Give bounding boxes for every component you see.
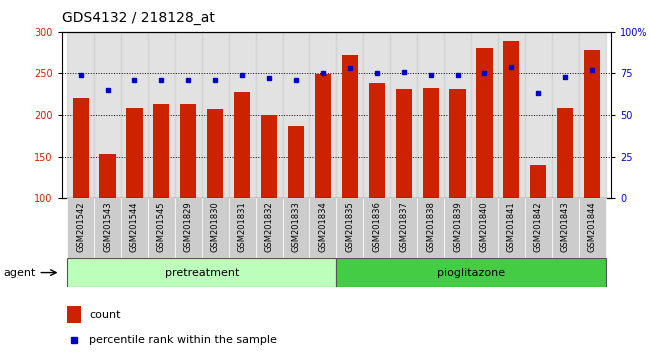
FancyBboxPatch shape	[525, 198, 552, 258]
Bar	[449, 89, 465, 198]
Bar	[337, 32, 363, 198]
Text: GSM201838: GSM201838	[426, 201, 435, 252]
Text: agent: agent	[3, 268, 36, 278]
Bar	[315, 74, 331, 198]
FancyBboxPatch shape	[552, 198, 578, 258]
Bar	[444, 32, 471, 198]
Text: GSM201835: GSM201835	[345, 201, 354, 252]
Bar	[578, 32, 606, 198]
Text: GSM201834: GSM201834	[318, 201, 328, 252]
Bar	[525, 32, 552, 198]
FancyBboxPatch shape	[309, 198, 337, 258]
Bar	[309, 32, 337, 198]
Bar	[342, 55, 358, 198]
Bar	[180, 104, 196, 198]
Text: GDS4132 / 218128_at: GDS4132 / 218128_at	[62, 11, 214, 25]
Text: GSM201832: GSM201832	[265, 201, 274, 252]
Bar	[153, 104, 170, 198]
Text: GSM201830: GSM201830	[211, 201, 220, 252]
Bar	[530, 165, 547, 198]
Bar	[283, 32, 309, 198]
FancyBboxPatch shape	[94, 198, 121, 258]
FancyBboxPatch shape	[363, 198, 390, 258]
Bar	[67, 32, 94, 198]
Bar	[390, 32, 417, 198]
Text: GSM201842: GSM201842	[534, 201, 543, 252]
FancyBboxPatch shape	[175, 198, 202, 258]
Bar	[288, 126, 304, 198]
FancyBboxPatch shape	[283, 198, 309, 258]
Text: GSM201836: GSM201836	[372, 201, 382, 252]
Text: GSM201840: GSM201840	[480, 201, 489, 252]
FancyBboxPatch shape	[67, 198, 94, 258]
Bar	[552, 32, 578, 198]
Bar	[94, 32, 121, 198]
Text: pioglitazone: pioglitazone	[437, 268, 505, 278]
Bar	[557, 108, 573, 198]
Bar	[99, 154, 116, 198]
Bar	[126, 108, 142, 198]
Bar	[148, 32, 175, 198]
Bar	[255, 32, 283, 198]
FancyBboxPatch shape	[444, 198, 471, 258]
Text: GSM201544: GSM201544	[130, 201, 139, 252]
Bar	[207, 109, 224, 198]
Bar	[369, 84, 385, 198]
FancyBboxPatch shape	[67, 258, 337, 287]
Bar	[229, 32, 255, 198]
Bar	[73, 98, 88, 198]
Bar	[67, 306, 81, 323]
Bar	[498, 32, 525, 198]
Bar	[202, 32, 229, 198]
Bar	[261, 115, 277, 198]
Text: GSM201543: GSM201543	[103, 201, 112, 252]
Text: GSM201829: GSM201829	[184, 201, 193, 252]
Text: GSM201542: GSM201542	[76, 201, 85, 252]
FancyBboxPatch shape	[471, 198, 498, 258]
Text: percentile rank within the sample: percentile rank within the sample	[89, 335, 277, 344]
Bar	[396, 89, 411, 198]
FancyBboxPatch shape	[390, 198, 417, 258]
Text: GSM201831: GSM201831	[238, 201, 246, 252]
FancyBboxPatch shape	[337, 198, 363, 258]
Bar	[476, 48, 493, 198]
FancyBboxPatch shape	[229, 198, 255, 258]
FancyBboxPatch shape	[255, 198, 283, 258]
Text: GSM201839: GSM201839	[453, 201, 462, 252]
Bar	[422, 88, 439, 198]
Bar	[471, 32, 498, 198]
Text: pretreatment: pretreatment	[164, 268, 239, 278]
Bar	[417, 32, 444, 198]
FancyBboxPatch shape	[578, 198, 606, 258]
Text: GSM201843: GSM201843	[561, 201, 570, 252]
Text: GSM201844: GSM201844	[588, 201, 597, 252]
Bar	[121, 32, 148, 198]
Text: GSM201837: GSM201837	[399, 201, 408, 252]
Text: count: count	[89, 310, 121, 320]
Bar	[503, 41, 519, 198]
FancyBboxPatch shape	[148, 198, 175, 258]
Bar	[363, 32, 390, 198]
FancyBboxPatch shape	[417, 198, 444, 258]
FancyBboxPatch shape	[202, 198, 229, 258]
FancyBboxPatch shape	[337, 258, 606, 287]
Bar	[175, 32, 202, 198]
Text: GSM201841: GSM201841	[507, 201, 516, 252]
Text: GSM201545: GSM201545	[157, 201, 166, 252]
FancyBboxPatch shape	[121, 198, 148, 258]
Bar	[234, 92, 250, 198]
Bar	[584, 50, 600, 198]
FancyBboxPatch shape	[498, 198, 525, 258]
Text: GSM201833: GSM201833	[291, 201, 300, 252]
